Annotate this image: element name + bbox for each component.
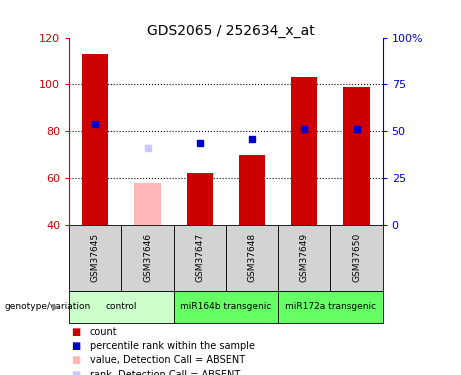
Text: ■: ■ bbox=[71, 327, 81, 337]
Text: count: count bbox=[90, 327, 118, 337]
FancyBboxPatch shape bbox=[278, 225, 331, 291]
Text: GDS2065 / 252634_x_at: GDS2065 / 252634_x_at bbox=[147, 24, 314, 38]
Text: GSM37646: GSM37646 bbox=[143, 233, 152, 282]
Text: percentile rank within the sample: percentile rank within the sample bbox=[90, 341, 255, 351]
Text: ■: ■ bbox=[71, 356, 81, 365]
FancyBboxPatch shape bbox=[69, 291, 174, 322]
Text: GSM37647: GSM37647 bbox=[195, 233, 204, 282]
FancyBboxPatch shape bbox=[69, 225, 121, 291]
Text: GSM37645: GSM37645 bbox=[91, 233, 100, 282]
Text: miR172a transgenic: miR172a transgenic bbox=[285, 302, 376, 311]
Text: GSM37650: GSM37650 bbox=[352, 233, 361, 282]
Text: ■: ■ bbox=[71, 341, 81, 351]
Text: GSM37649: GSM37649 bbox=[300, 233, 309, 282]
FancyBboxPatch shape bbox=[331, 225, 383, 291]
Bar bbox=[343, 87, 370, 225]
Text: ■: ■ bbox=[71, 370, 81, 375]
FancyBboxPatch shape bbox=[174, 291, 278, 322]
FancyBboxPatch shape bbox=[278, 291, 383, 322]
Text: rank, Detection Call = ABSENT: rank, Detection Call = ABSENT bbox=[90, 370, 240, 375]
FancyBboxPatch shape bbox=[226, 225, 278, 291]
FancyBboxPatch shape bbox=[174, 225, 226, 291]
FancyBboxPatch shape bbox=[121, 225, 174, 291]
Text: genotype/variation: genotype/variation bbox=[5, 302, 91, 311]
Text: GSM37648: GSM37648 bbox=[248, 233, 256, 282]
Bar bbox=[82, 54, 108, 225]
Bar bbox=[291, 77, 317, 225]
Text: control: control bbox=[106, 302, 137, 311]
Text: ▶: ▶ bbox=[53, 302, 60, 312]
Bar bbox=[239, 154, 265, 225]
Text: miR164b transgenic: miR164b transgenic bbox=[180, 302, 272, 311]
Bar bbox=[187, 173, 213, 225]
Bar bbox=[135, 183, 160, 225]
Text: value, Detection Call = ABSENT: value, Detection Call = ABSENT bbox=[90, 356, 245, 365]
